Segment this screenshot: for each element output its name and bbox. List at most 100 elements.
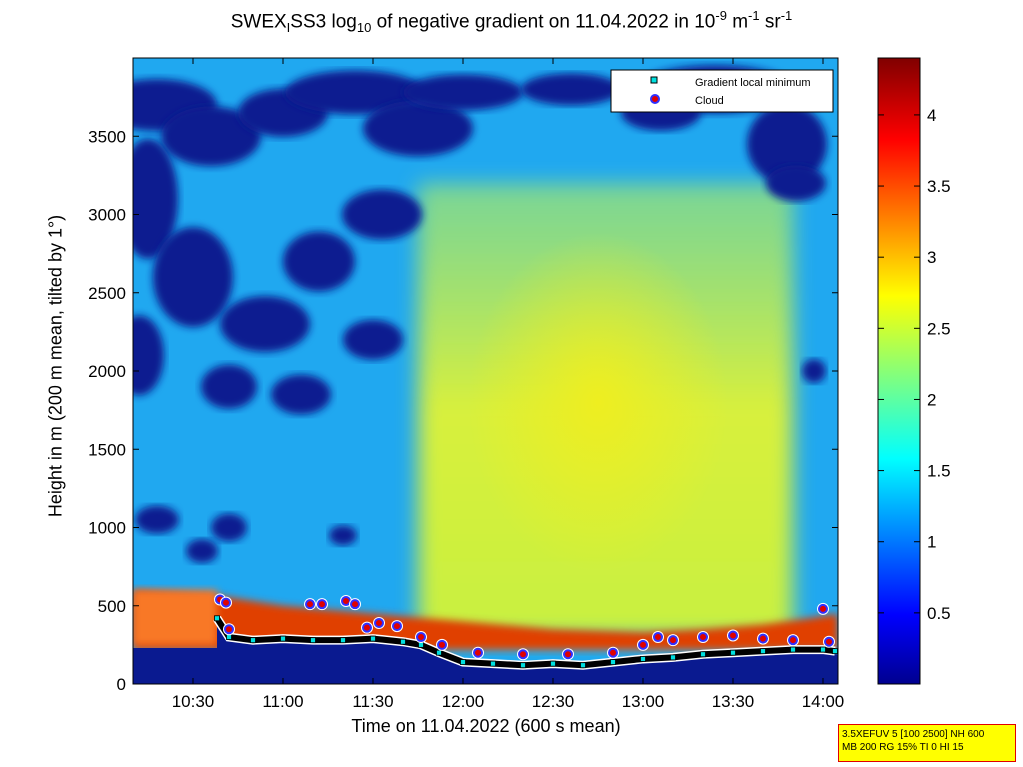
gradient-minimum-point <box>730 649 736 656</box>
gradient-minimum-point <box>700 651 706 658</box>
x-tick-label: 11:00 <box>262 692 303 711</box>
y-tick-label: 2500 <box>88 284 126 303</box>
gradient-minimum-point <box>340 637 346 644</box>
gradient-minimum-point <box>610 659 616 665</box>
heatmap-field <box>133 58 838 684</box>
marker-layer <box>213 593 838 670</box>
colorbar: 0.5 1 1.5 2 2.5 3 3.5 4 <box>877 57 951 685</box>
gradient-minimum-point <box>640 656 646 662</box>
x-tick-label: 11:30 <box>352 692 393 711</box>
x-tick-label: 13:00 <box>622 692 665 711</box>
y-axis-label: Height in m (200 m mean, tilted by 1°) <box>45 214 66 518</box>
colorbar-ticks: 0.5 1 1.5 2 2.5 3 3.5 4 <box>878 106 951 623</box>
gradient-minimum-point <box>670 654 676 661</box>
cloud-point <box>473 647 483 658</box>
cloud-point <box>608 647 618 658</box>
y-tick-label: 0 <box>117 675 126 694</box>
noise-patch-21 <box>135 505 179 534</box>
info-line-2: MB 200 RG 15% TI 0 HI 15 <box>842 742 964 753</box>
noise-patch-8 <box>153 227 233 328</box>
gradient-minimum-point <box>250 637 256 644</box>
cloud-point <box>305 599 315 610</box>
cloud-point <box>788 635 798 646</box>
noise-patch-19 <box>403 74 523 111</box>
gradient-minimum-point <box>418 641 424 648</box>
gradient-minimum-point <box>790 646 796 653</box>
cloud-point <box>653 632 663 643</box>
legend-cloud-marker <box>650 94 660 104</box>
noise-patch-12 <box>342 189 422 240</box>
colorbar-tick-label: 4 <box>927 106 936 125</box>
noise-patch-20 <box>521 73 621 106</box>
colorbar-tick-label: 1.5 <box>927 462 951 481</box>
x-tick-label: 10:30 <box>172 692 215 711</box>
noise-patch-23 <box>329 525 357 546</box>
gradient-minimum-point <box>580 662 586 669</box>
noise-patch-17 <box>766 165 826 202</box>
noise-patch-16 <box>802 359 826 383</box>
cloud-point <box>824 636 834 647</box>
x-tick-label: 13:30 <box>712 692 755 711</box>
cloud-point <box>518 649 528 660</box>
cloud-point <box>362 622 372 633</box>
colorbar-tick-label: 3.5 <box>927 177 951 196</box>
cloud-point <box>758 633 768 644</box>
gradient-minimum-point <box>832 648 838 655</box>
cloud-point <box>563 649 573 660</box>
colorbar-tick-label: 3 <box>927 248 936 267</box>
y-tick-label: 1500 <box>88 440 126 459</box>
x-tick-label: 12:00 <box>442 692 485 711</box>
cloud-point <box>668 635 678 646</box>
legend-entry-gradient: Gradient local minimum <box>695 77 811 89</box>
noise-patch-7 <box>133 138 178 259</box>
colorbar-tick-label: 2.5 <box>927 319 951 338</box>
gradient-minimum-point <box>760 648 766 655</box>
y-tick-label: 3500 <box>88 127 126 146</box>
noise-patch-22 <box>211 513 247 542</box>
gradient-minimum-point <box>820 646 826 653</box>
x-axis-label: Time on 11.04.2022 (600 s mean) <box>351 716 621 736</box>
cloud-point <box>341 596 351 607</box>
haze-core <box>468 232 728 573</box>
surface-layer-left <box>133 590 217 645</box>
noise-patch-1 <box>161 106 261 167</box>
y-axis: 0 500 1000 1500 2000 2500 3000 3500 <box>88 127 838 694</box>
cloud-point <box>437 639 447 650</box>
legend-entry-cloud: Cloud <box>695 95 724 107</box>
legend-box <box>610 69 834 113</box>
gradient-minimum-point <box>436 649 442 656</box>
cloud-point <box>224 624 234 635</box>
cloud-point <box>317 599 327 610</box>
gradient-minimum-point <box>280 635 286 642</box>
cloud-point <box>698 632 708 643</box>
gradient-line <box>214 616 836 669</box>
y-tick-label: 2000 <box>88 362 126 381</box>
ground-band <box>133 621 838 684</box>
gradient-minimum-point <box>214 615 220 622</box>
noise-patch-11 <box>283 231 355 292</box>
noise-patch-24 <box>186 538 218 563</box>
gradient-minimum-point <box>490 660 496 667</box>
y-tick-label: 500 <box>98 597 126 616</box>
gradient-minimum-point <box>520 662 526 669</box>
gradient-minimum-point <box>370 635 376 642</box>
chart-title: SWEXISS3 log10 of negative gradient on 1… <box>230 8 793 36</box>
cloud-point <box>818 603 828 614</box>
x-tick-label: 14:00 <box>802 692 845 711</box>
cloud-point <box>221 597 231 608</box>
noise-patch-15 <box>271 374 331 415</box>
gradient-minimum-point <box>400 638 406 645</box>
cloud-point <box>350 599 360 610</box>
gradient-minimum-point <box>550 660 556 667</box>
noise-patch-14 <box>201 364 257 409</box>
colorbar-tick-label: 1 <box>927 533 936 552</box>
noise-patch-6 <box>747 104 827 185</box>
cloud-point <box>374 617 384 628</box>
cloud-point <box>728 630 738 641</box>
colorbar-tick-label: 2 <box>927 390 936 409</box>
y-tick-label: 3000 <box>88 206 126 225</box>
x-axis: 10:30 11:00 11:30 12:00 12:30 13:00 13:30 14:00 <box>172 58 845 711</box>
noise-patch-4 <box>363 100 473 157</box>
noise-patch-10 <box>220 296 310 353</box>
